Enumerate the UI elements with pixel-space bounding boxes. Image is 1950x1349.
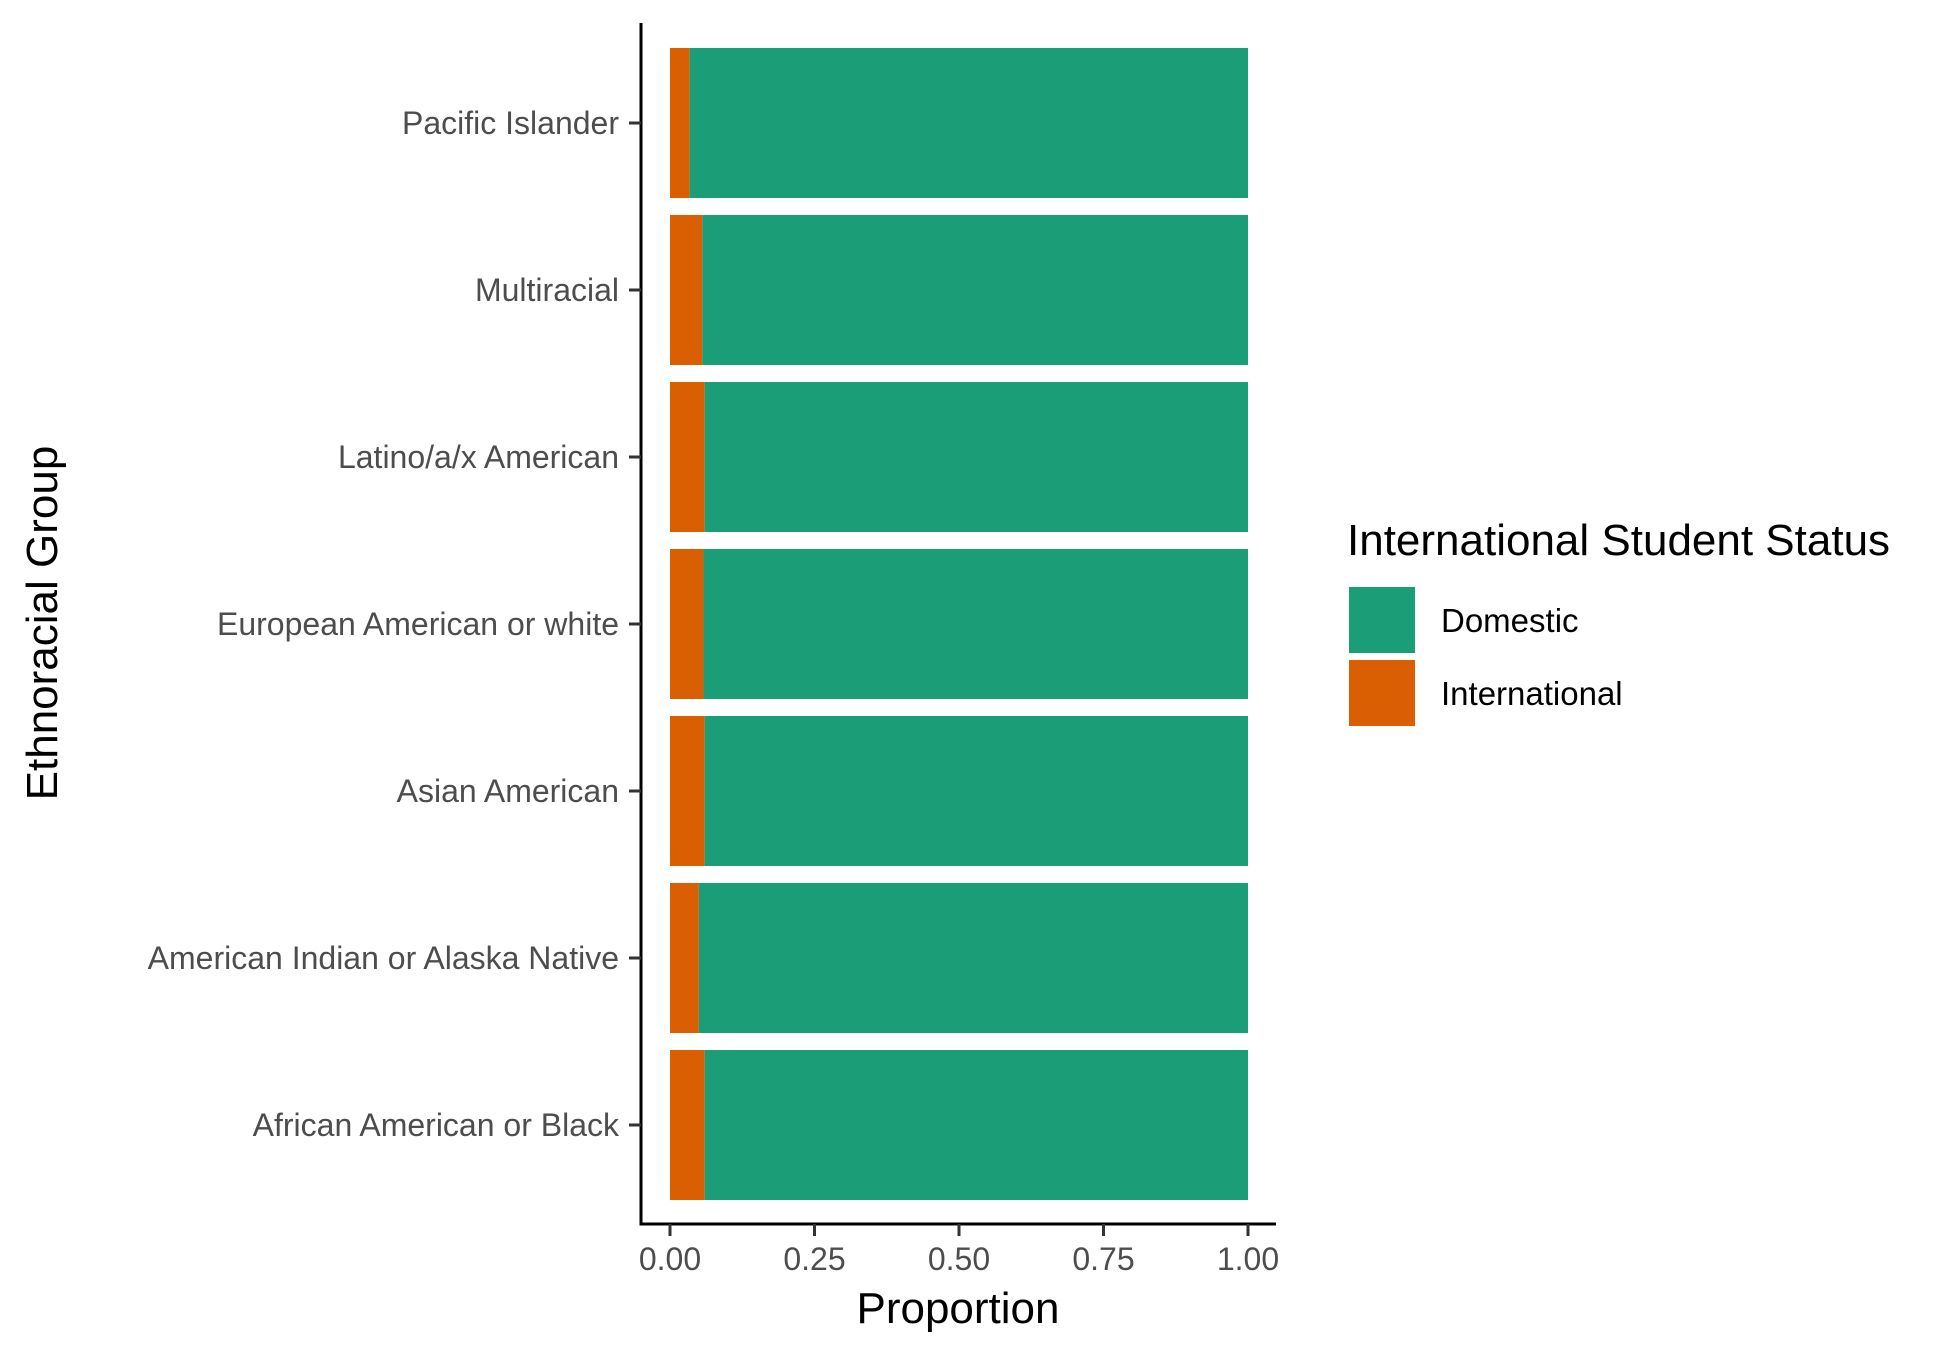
bar-international-asian-american [670,716,705,866]
legend: International Student Status Domestic In… [1347,516,1890,726]
bars-layer [670,48,1248,1200]
bar-domestic-pacific-islander [689,48,1248,198]
legend-key-domestic [1349,587,1415,653]
bar-domestic-latino-a-x-american [704,382,1248,532]
y-axis-title: Ethnoracial Group [18,446,67,801]
y-tick-label-latino-a-x-american: Latino/a/x American [338,439,619,475]
bar-domestic-african-american-or-black [704,1050,1248,1200]
bar-domestic-asian-american [704,716,1248,866]
bar-international-american-indian-or-alaska-native [670,883,699,1033]
y-tick-label-pacific-islander: Pacific Islander [402,105,619,141]
y-tick-label-multiracial: Multiracial [475,272,619,308]
y-tick-label-african-american-or-black: African American or Black [253,1107,620,1143]
bar-international-latino-a-x-american [670,382,705,532]
x-tick-label-2: 0.50 [928,1241,990,1277]
y-ticks: African American or Black American Indian… [148,105,641,1143]
x-tick-label-0: 0.00 [639,1241,701,1277]
x-ticks: 0.00 0.25 0.50 0.75 1.00 [639,1224,1279,1277]
bar-domestic-american-indian-or-alaska-native [698,883,1248,1033]
y-tick-label-american-indian-or-alaska-native: American Indian or Alaska Native [148,940,619,976]
bar-international-african-american-or-black [670,1050,705,1200]
legend-title: International Student Status [1347,516,1890,565]
y-tick-label-asian-american: Asian American [397,773,619,809]
bar-domestic-multiracial [702,215,1248,365]
x-axis-title: Proportion [856,1284,1059,1333]
y-tick-label-european-american-or-white: European American or white [217,606,619,642]
x-tick-label-1: 0.25 [783,1241,845,1277]
bar-international-pacific-islander [670,48,690,198]
x-tick-label-3: 0.75 [1072,1241,1134,1277]
legend-label-international: International [1441,675,1623,712]
bar-international-multiracial [670,215,703,365]
x-tick-label-4: 1.00 [1217,1241,1279,1277]
bar-domestic-european-american-or-white [703,549,1248,699]
legend-label-domestic: Domestic [1441,602,1579,639]
legend-key-international [1349,660,1415,726]
bar-international-european-american-or-white [670,549,704,699]
